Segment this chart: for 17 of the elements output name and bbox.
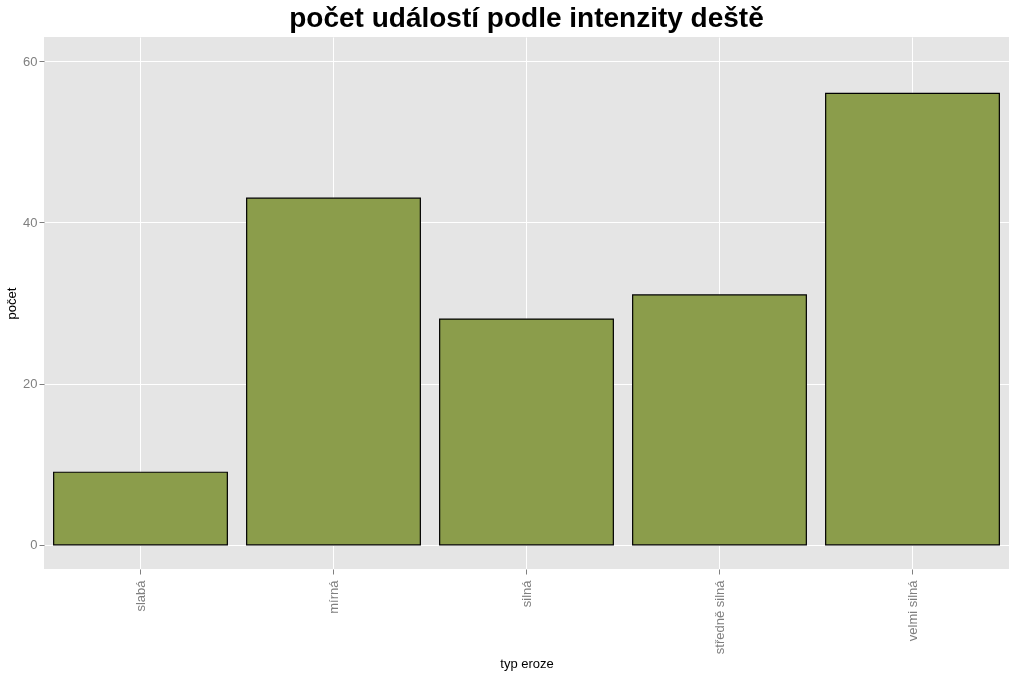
bar: [632, 294, 807, 546]
x-tick-label: středně silná: [711, 579, 727, 655]
x-tick-label: silná: [518, 579, 534, 608]
bar: [825, 92, 1000, 546]
bar: [439, 318, 614, 546]
y-tick-label: 20: [23, 376, 38, 392]
x-tick-label: velmi silná: [904, 579, 920, 642]
chart-title: počet událostí podle intenzity deště: [289, 2, 764, 33]
x-axis-title: typ eroze: [500, 656, 554, 672]
y-tick-label: 0: [30, 537, 38, 553]
bar: [53, 471, 228, 546]
x-tick-label: mírná: [325, 579, 341, 614]
y-tick-label: 40: [23, 214, 38, 230]
bar: [246, 197, 421, 546]
y-tick-label: 60: [23, 53, 38, 69]
y-axis-title: počet: [4, 287, 20, 320]
x-tick-label: slabá: [132, 579, 148, 612]
